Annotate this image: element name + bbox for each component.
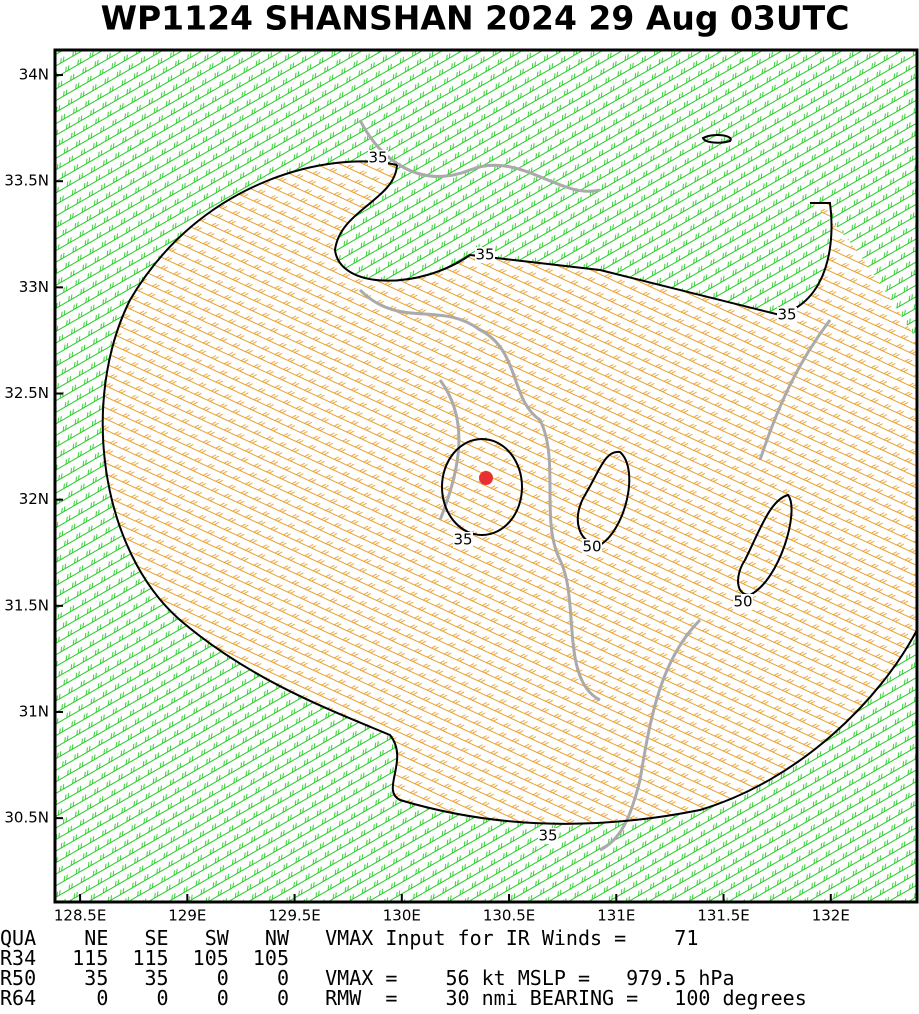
y-tick-label: 31.5N bbox=[4, 596, 49, 614]
contour-label: 35 bbox=[368, 149, 387, 167]
info-line: R34 115 115 105 105 bbox=[0, 946, 289, 970]
info-line: R50 35 35 0 0 VMAX = 56 kt MSLP = 979.5 … bbox=[0, 966, 735, 990]
x-tick-label: 132E bbox=[812, 907, 850, 925]
contour-label: 35 bbox=[538, 827, 557, 845]
x-tick-label: 131.5E bbox=[697, 907, 749, 925]
map-area bbox=[55, 50, 917, 902]
contour-label: 35 bbox=[777, 306, 796, 324]
y-tick-label: 33.5N bbox=[4, 172, 49, 190]
contour-50 bbox=[737, 493, 793, 597]
frame bbox=[53, 48, 919, 904]
contour-35 bbox=[101, 160, 917, 825]
y-tick-label: 33N bbox=[19, 278, 49, 296]
contour-label-bg bbox=[733, 594, 753, 610]
y-tick-label: 30.5N bbox=[4, 809, 49, 827]
contour-label-bg bbox=[475, 247, 495, 263]
coastline bbox=[358, 119, 832, 852]
contour-label-bg bbox=[538, 828, 558, 844]
contour-35-eye bbox=[441, 438, 523, 536]
title: WP1124 SHANSHAN 2024 29 Aug 03UTC bbox=[101, 0, 850, 38]
contour-label: 50 bbox=[582, 538, 601, 556]
x-tick-label: 129E bbox=[168, 907, 206, 925]
contour bbox=[701, 133, 732, 144]
y-tick-label: 32N bbox=[19, 490, 49, 508]
contour-label: 50 bbox=[733, 593, 752, 611]
x-tick-label: 130E bbox=[383, 907, 421, 925]
wind-barbs-strong bbox=[102, 161, 917, 824]
y-tick-label: 31N bbox=[19, 702, 49, 720]
y-tick-label: 32.5N bbox=[4, 384, 49, 402]
x-tick-label: 130.5E bbox=[483, 907, 535, 925]
y-tick-label: 34N bbox=[19, 66, 49, 84]
contour-50 bbox=[576, 450, 631, 547]
info-line: R64 0 0 0 0 RMW = 30 nmi BEARING = 100 d… bbox=[0, 986, 807, 1010]
x-tick-label: 129.5E bbox=[268, 907, 320, 925]
contour-label: 35 bbox=[475, 246, 494, 264]
contour-label-bg bbox=[777, 307, 797, 323]
contour-label-bg bbox=[453, 532, 473, 548]
contour-label: 35 bbox=[453, 531, 472, 549]
x-tick-label: 128.5E bbox=[54, 907, 106, 925]
x-tick-label: 131E bbox=[597, 907, 635, 925]
contour-label-bg bbox=[368, 150, 388, 166]
storm-center bbox=[479, 471, 493, 485]
contour-label-bg bbox=[582, 539, 602, 555]
info-line: QUA NE SE SW NW VMAX Input for IR Winds … bbox=[0, 926, 698, 950]
